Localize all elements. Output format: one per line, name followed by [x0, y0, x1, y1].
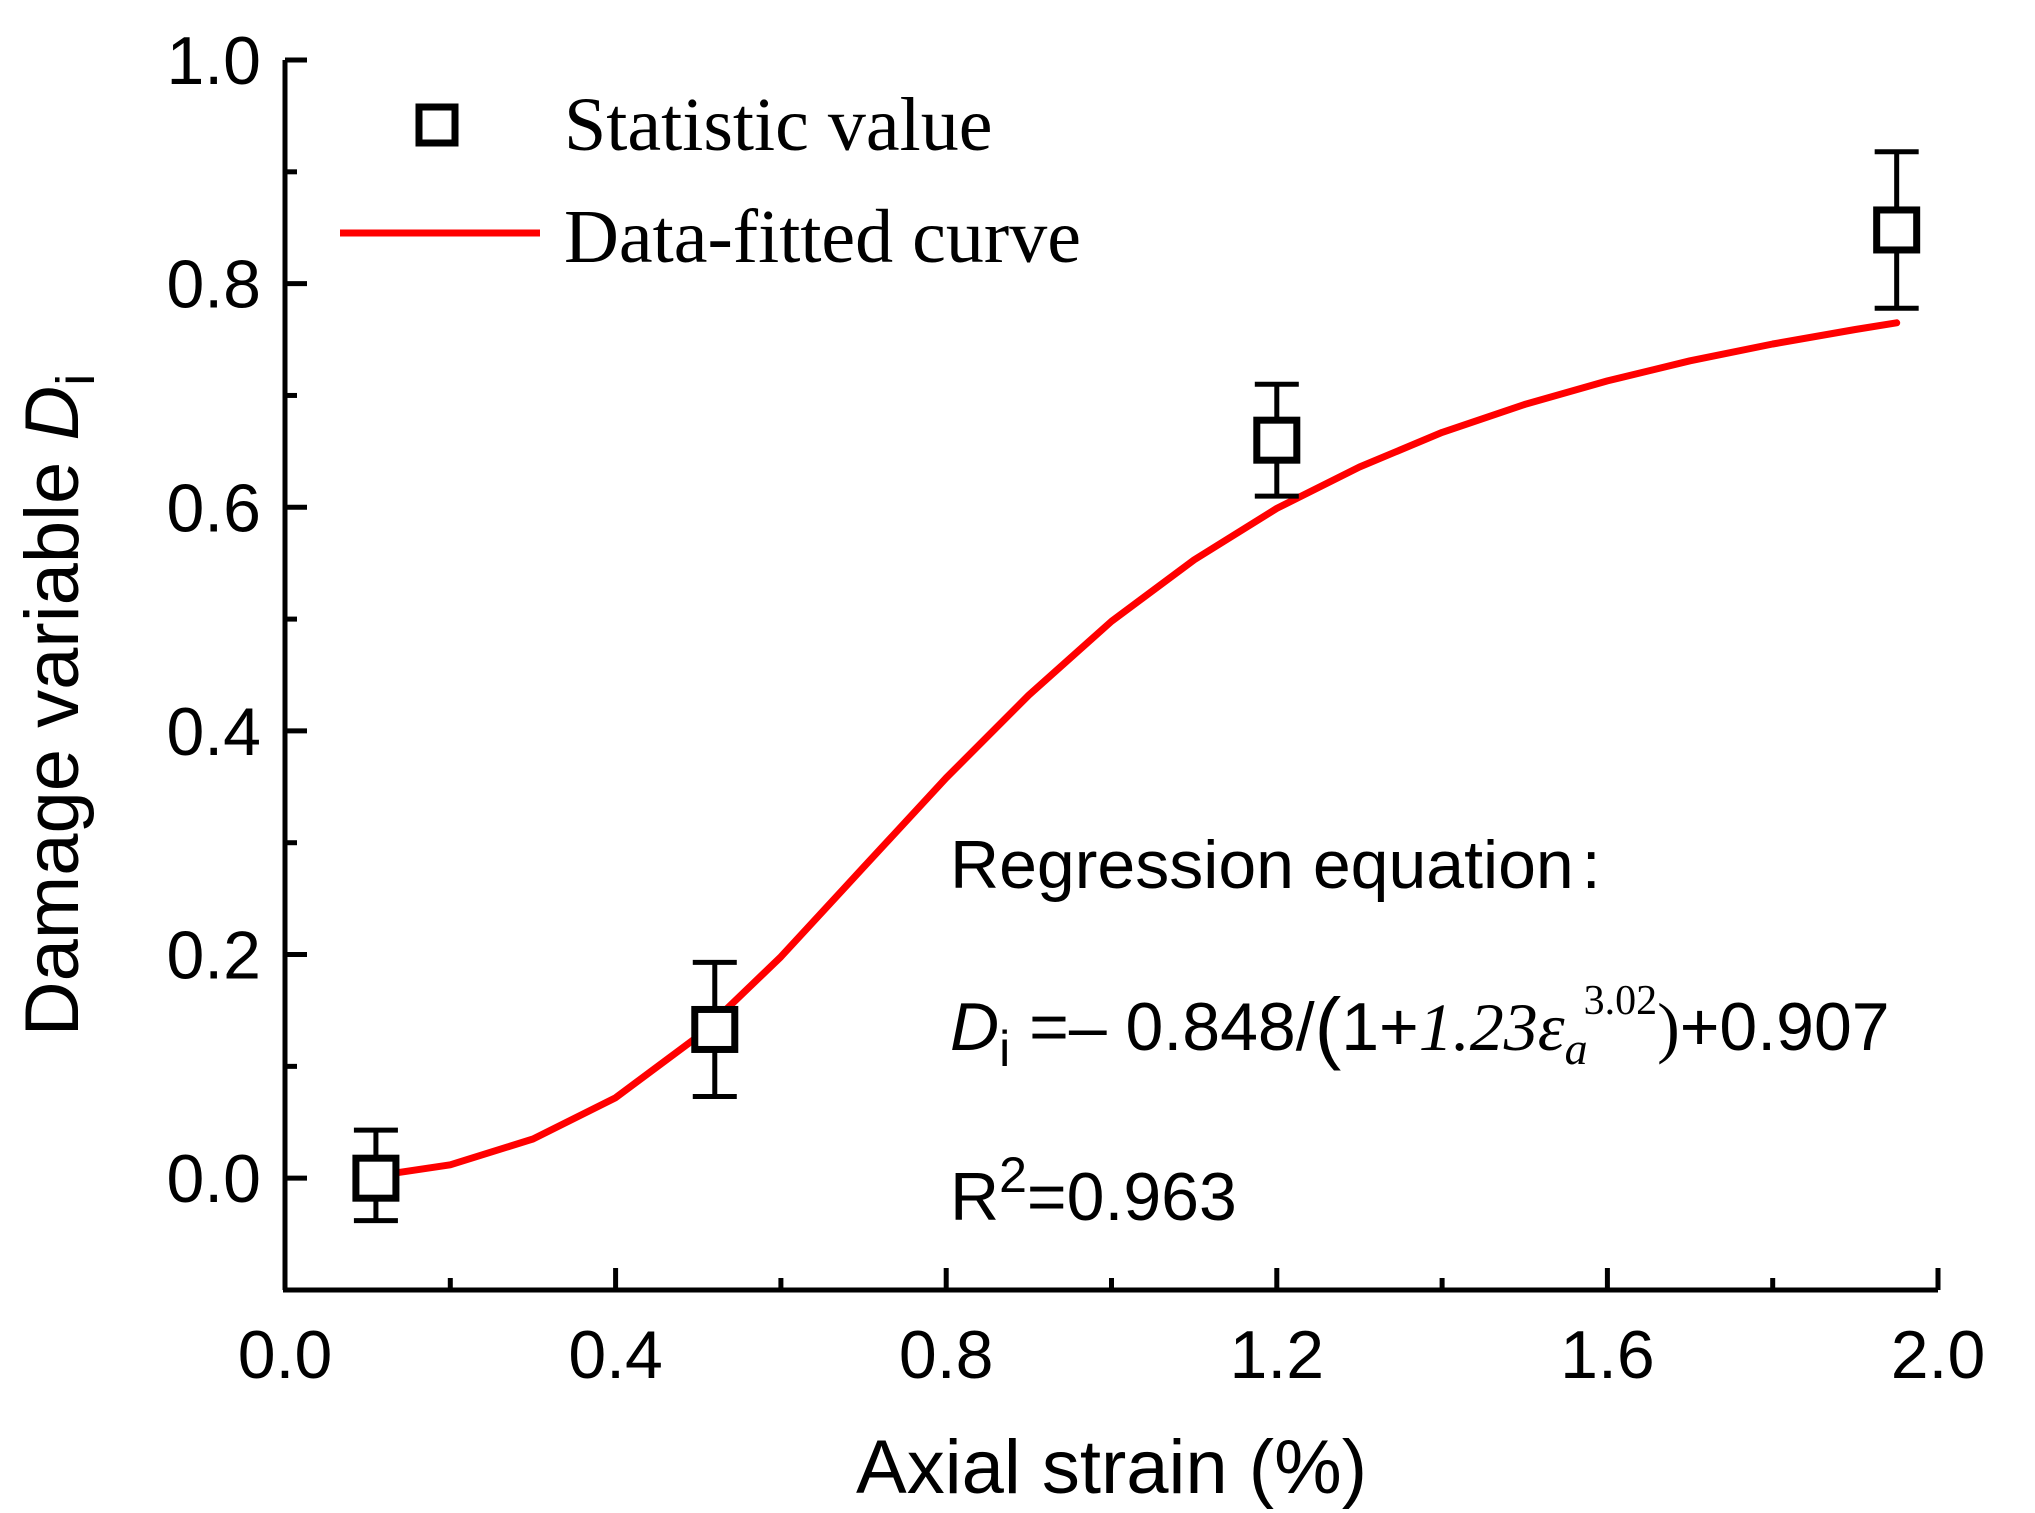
legend-label-fitted: Data-fitted curve	[564, 195, 1081, 279]
x-tick-label: 1.2	[1230, 1317, 1325, 1393]
fitted-curve-line	[372, 319, 1901, 1180]
x-tick-label: 2.0	[1891, 1317, 1986, 1393]
axes: 0.0 0.4 0.8 1.2 1.6 2.0 0.0 0.2 0.4 0.6 0.8 1.0 Axia…	[10, 23, 1985, 1510]
x-tick-label: 0.8	[899, 1317, 994, 1393]
regression-equation: Di =– 0.848/(1+1.23εa3.02)+0.907	[950, 978, 1890, 1077]
x-tick-label: 0.4	[568, 1317, 663, 1393]
fitted-curve-layer	[372, 319, 1901, 1180]
data-point	[1873, 206, 1921, 254]
y-tick-label: 0.0	[166, 1141, 261, 1217]
r-squared: R2=0.963	[950, 1147, 1237, 1235]
y-tick-label: 0.8	[166, 247, 261, 323]
x-axis-title: Axial strain (%)	[856, 1425, 1367, 1510]
x-tick-label: 0.0	[238, 1317, 333, 1393]
y-axis-title: Damage variable Di	[10, 374, 106, 1037]
x-tick-label: 1.6	[1560, 1317, 1655, 1393]
statistic-points-layer	[352, 149, 1921, 1224]
y-tick-label: 1.0	[166, 23, 261, 99]
y-tick-label: 0.4	[166, 694, 261, 770]
legend-label-statistic: Statistic value	[564, 83, 992, 167]
regression-annotation: Regression equation: Di =– 0.848/(1+1.23…	[950, 827, 1890, 1235]
y-tick-label: 0.2	[166, 918, 261, 994]
regression-heading: Regression equation:	[950, 827, 1601, 903]
data-point	[1253, 416, 1301, 464]
legend: Statistic value Data-fitted curve	[340, 83, 1081, 279]
data-point	[352, 1154, 400, 1202]
y-tick-label: 0.6	[166, 470, 261, 546]
data-point	[691, 1005, 739, 1053]
legend-marker-statistic	[415, 103, 459, 147]
